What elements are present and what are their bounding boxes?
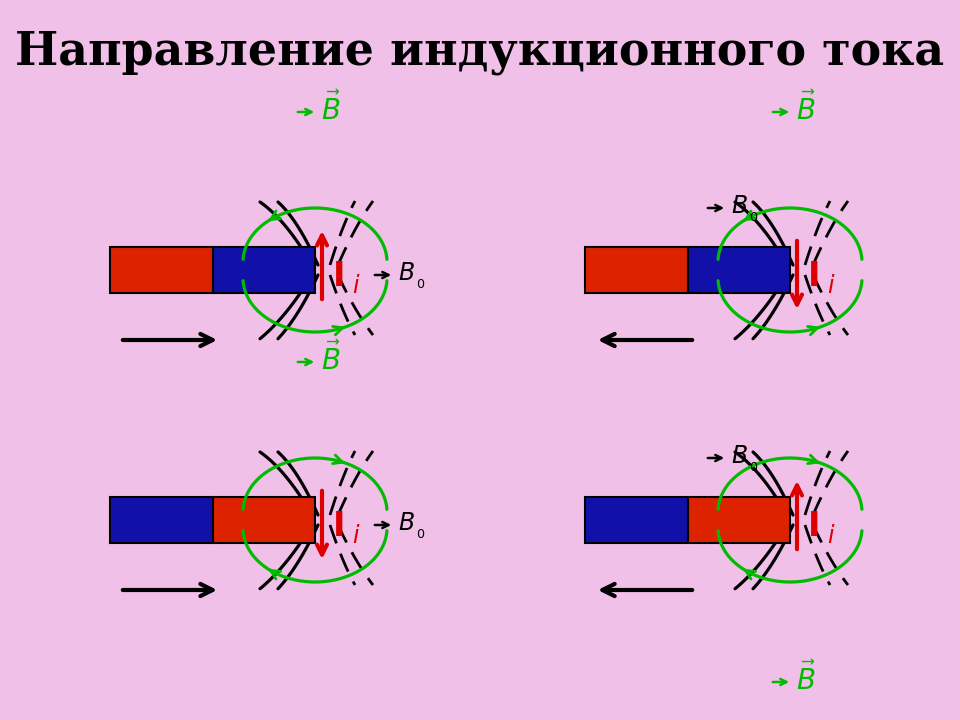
Text: $\vec{B}$: $\vec{B}$ bbox=[321, 342, 341, 376]
Bar bbox=[110, 247, 212, 293]
Text: $i$: $i$ bbox=[352, 524, 360, 548]
Bar bbox=[687, 497, 790, 543]
Text: $\mathbf{I}$: $\mathbf{I}$ bbox=[807, 259, 818, 292]
Text: $_0$: $_0$ bbox=[416, 523, 425, 541]
Text: $i$: $i$ bbox=[827, 524, 835, 548]
Text: $_0$: $_0$ bbox=[749, 456, 758, 474]
Text: $B$: $B$ bbox=[398, 511, 415, 535]
Text: $\vec{B}$: $\vec{B}$ bbox=[796, 92, 816, 126]
Bar bbox=[212, 497, 315, 543]
Text: $\mathbf{I}$: $\mathbf{I}$ bbox=[332, 259, 344, 292]
Text: $B$: $B$ bbox=[731, 444, 748, 468]
Bar bbox=[585, 247, 687, 293]
Text: $\mathbf{I}$: $\mathbf{I}$ bbox=[807, 510, 818, 542]
Bar bbox=[687, 247, 790, 293]
Text: $i$: $i$ bbox=[352, 274, 360, 298]
Text: $B$: $B$ bbox=[731, 194, 748, 218]
Bar bbox=[585, 497, 687, 543]
Text: $_0$: $_0$ bbox=[749, 206, 758, 224]
Bar bbox=[110, 497, 212, 543]
Text: $\mathbf{I}$: $\mathbf{I}$ bbox=[332, 510, 344, 542]
Text: $_0$: $_0$ bbox=[416, 273, 425, 291]
Text: $i$: $i$ bbox=[827, 274, 835, 298]
Bar bbox=[212, 247, 315, 293]
Text: Направление индукционного тока: Направление индукционного тока bbox=[15, 29, 945, 75]
Text: $\vec{B}$: $\vec{B}$ bbox=[321, 92, 341, 126]
Text: $B$: $B$ bbox=[398, 261, 415, 285]
Text: $\vec{B}$: $\vec{B}$ bbox=[796, 662, 816, 696]
